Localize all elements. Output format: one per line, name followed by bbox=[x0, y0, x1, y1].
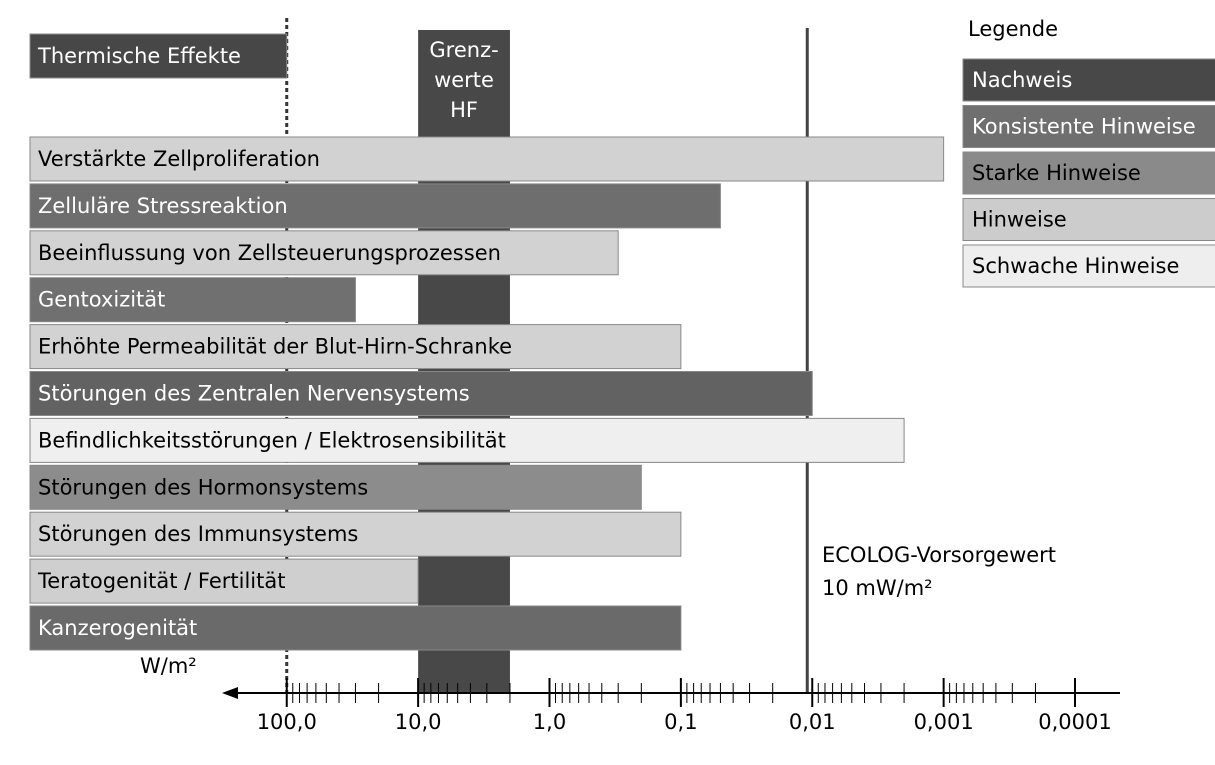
legend-label: Hinweise bbox=[972, 208, 1067, 232]
ecolog-label: 10 mW/m² bbox=[822, 576, 933, 600]
bar bbox=[29, 371, 813, 416]
bar-label: Thermische Effekte bbox=[37, 44, 241, 68]
bar-label: Störungen des Zentralen Nervensystems bbox=[38, 382, 470, 406]
bar bbox=[29, 324, 682, 370]
bar bbox=[29, 136, 945, 182]
bar bbox=[29, 33, 288, 79]
x-tick-label: 100,0 bbox=[257, 710, 317, 734]
bar-label: Gentoxizität bbox=[38, 288, 165, 312]
bar-label: Verstärkte Zellproliferation bbox=[38, 147, 320, 171]
x-tick-label: 0,0001 bbox=[1038, 710, 1111, 734]
bar bbox=[29, 417, 905, 463]
x-axis-label: W/m² bbox=[140, 654, 197, 678]
legend-swatch bbox=[962, 198, 1215, 241]
x-tick-label: 0,001 bbox=[914, 710, 974, 734]
legend-label: Konsistente Hinweise bbox=[972, 115, 1196, 139]
x-tick-label: 0,1 bbox=[664, 710, 697, 734]
band-label: Grenz- bbox=[429, 38, 498, 62]
bar bbox=[29, 605, 682, 651]
bar bbox=[29, 277, 356, 323]
bar-label: Störungen des Hormonsystems bbox=[38, 475, 368, 499]
legend-label: Starke Hinweise bbox=[972, 161, 1141, 185]
bar bbox=[29, 183, 721, 229]
legend-swatch bbox=[962, 151, 1215, 195]
bar-label: Teratogenität / Fertilität bbox=[37, 569, 285, 593]
bar bbox=[29, 511, 682, 557]
legend-swatch bbox=[962, 58, 1215, 102]
ecolog-label: ECOLOG-Vorsorgewert bbox=[822, 543, 1056, 567]
legend-label: Schwache Hinweise bbox=[972, 254, 1179, 278]
band-label: werte bbox=[434, 68, 494, 92]
bar bbox=[29, 558, 419, 604]
legend-title: Legende bbox=[968, 17, 1058, 41]
bar-label: Zelluläre Stressreaktion bbox=[38, 194, 288, 218]
bar-label: Kanzerogenität bbox=[38, 616, 197, 640]
x-tick-label: 0,01 bbox=[789, 710, 836, 734]
x-tick-label: 1,0 bbox=[533, 710, 566, 734]
legend-label: Nachweis bbox=[972, 68, 1072, 92]
bar-label: Störungen des Immunsystems bbox=[38, 522, 358, 546]
bar bbox=[29, 464, 642, 510]
legend-swatch bbox=[962, 105, 1215, 148]
bar bbox=[29, 230, 619, 276]
bar-label: Befindlichkeitsstörungen / Elektrosensib… bbox=[38, 428, 506, 452]
bar-label: Erhöhte Permeabilität der Blut-Hirn-Schr… bbox=[38, 335, 512, 359]
bar-label: Beeinflussung von Zellsteuerungsprozesse… bbox=[38, 241, 501, 265]
axis-arrow bbox=[222, 687, 238, 699]
x-tick-label: 10,0 bbox=[395, 710, 442, 734]
band-label: HF bbox=[450, 98, 478, 122]
legend-swatch bbox=[962, 244, 1215, 288]
